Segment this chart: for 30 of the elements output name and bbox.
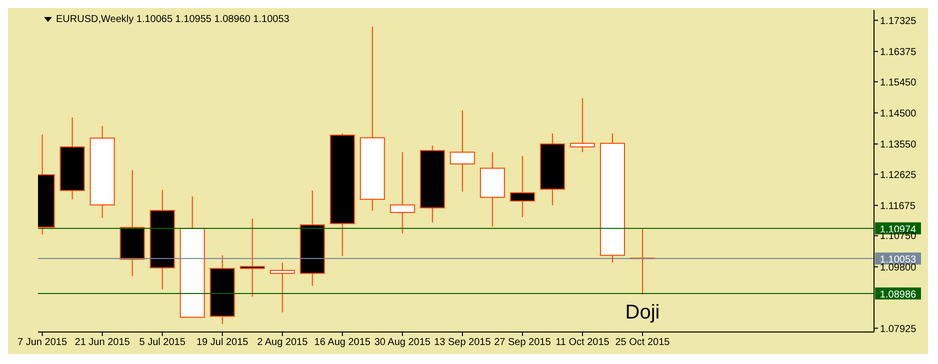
x-tick-label: 7 Jun 2015 — [18, 337, 68, 348]
x-tick-label: 19 Jul 2015 — [196, 337, 249, 348]
annotation: Doji — [625, 301, 660, 324]
x-tick-label: 13 Sep 2015 — [434, 337, 492, 348]
ref-line-label: 1.08986 — [880, 289, 917, 300]
x-tick-label: 5 Jul 2015 — [139, 337, 186, 348]
y-tick-label: 1.16375 — [880, 46, 917, 58]
candlestick — [390, 152, 415, 234]
y-tick-label: 1.11675 — [880, 200, 916, 212]
y-tick-label: 1.09800 — [880, 262, 917, 274]
x-tick-label: 16 Aug 2015 — [314, 337, 371, 348]
y-tick-label: 1.14500 — [880, 108, 917, 120]
candlestick — [570, 98, 595, 153]
x-tick-label: 21 Jun 2015 — [74, 337, 130, 348]
candlestick — [270, 262, 295, 313]
y-tick-label: 1.15450 — [880, 77, 917, 88]
candlestick — [450, 110, 475, 192]
candlestick — [510, 156, 535, 218]
x-tick-label: 11 Oct 2015 — [556, 337, 610, 348]
y-tick-label: 1.10750 — [880, 231, 917, 242]
candlestick — [240, 218, 265, 298]
x-tick-label: 27 Sep 2015 — [494, 337, 552, 348]
chart-title: EURUSD,Weekly 1.10065 1.10955 1.08960 1.10053 — [56, 14, 290, 25]
y-tick-label: 1.17325 — [880, 16, 917, 27]
y-tick-label: 1.13550 — [880, 140, 917, 151]
x-tick-label: 25 Oct 2015 — [615, 337, 670, 348]
x-tick-label: 30 Aug 2015 — [374, 337, 431, 348]
y-tick-label: 1.07925 — [880, 324, 917, 335]
y-tick-label: 1.12625 — [880, 170, 917, 181]
x-tick-label: 2 Aug 2015 — [257, 337, 308, 348]
